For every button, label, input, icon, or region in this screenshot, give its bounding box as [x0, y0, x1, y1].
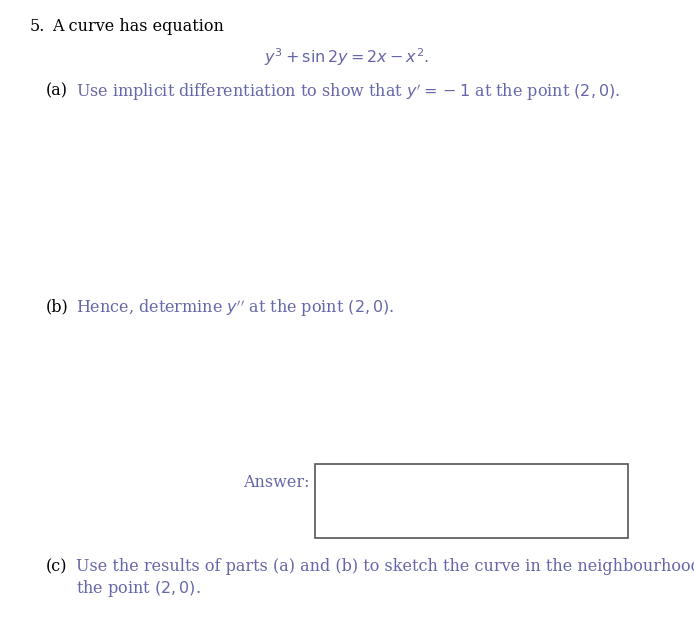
Text: Hence, determine $y''$ at the point $(2, 0)$.: Hence, determine $y''$ at the point $(2,… [76, 298, 394, 319]
Text: $y^3 + \sin 2y = 2x - x^2.$: $y^3 + \sin 2y = 2x - x^2.$ [264, 46, 430, 68]
Text: Answer:: Answer: [244, 474, 310, 491]
Text: (a): (a) [46, 82, 68, 99]
Bar [315, 464, 628, 538]
Text: (c): (c) [46, 558, 67, 575]
Text: A curve has equation: A curve has equation [52, 18, 224, 35]
Text: the point $(2, 0)$.: the point $(2, 0)$. [76, 578, 201, 599]
Text: Use implicit differentiation to show that $y' = -1$ at the point $(2, 0)$.: Use implicit differentiation to show tha… [76, 82, 620, 103]
Text: 5.: 5. [30, 18, 45, 35]
Text: Use the results of parts (a) and (b) to sketch the curve in the neighbourhood of: Use the results of parts (a) and (b) to … [76, 558, 694, 575]
Text: (b): (b) [46, 298, 69, 315]
